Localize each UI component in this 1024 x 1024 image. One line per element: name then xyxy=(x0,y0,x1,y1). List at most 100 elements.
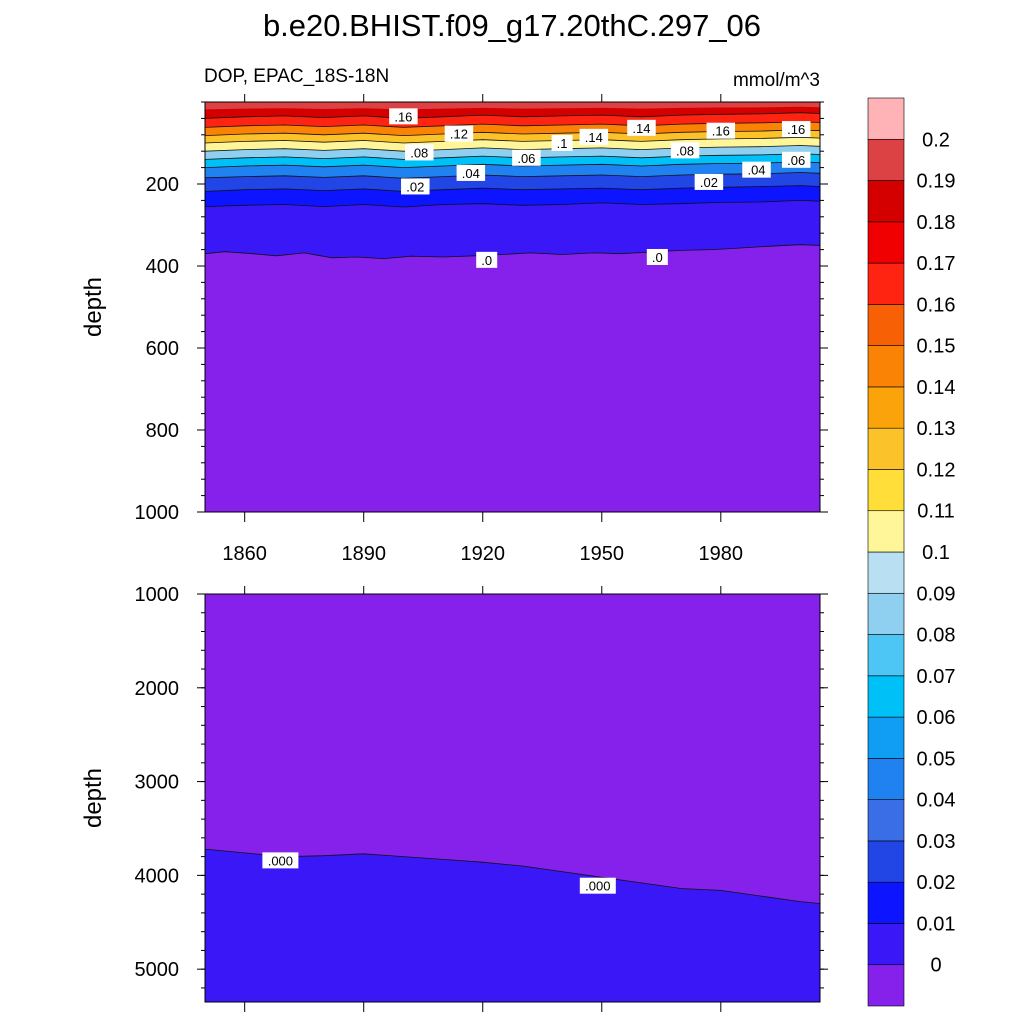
colorbar-label: 0.19 xyxy=(917,171,956,193)
y-tick-label: 4000 xyxy=(135,865,180,887)
colorbar-label: 0.2 xyxy=(922,129,950,151)
isoline-0 xyxy=(205,244,820,260)
contour-label: .04 xyxy=(456,164,486,181)
contour-label-text: .04 xyxy=(747,163,765,178)
colorbar-swatch xyxy=(867,592,905,635)
contour-label-text: .08 xyxy=(676,143,694,158)
colorbar-label: 0.07 xyxy=(917,666,956,688)
colorbar-label: 0.06 xyxy=(917,707,956,729)
contour-label: .08 xyxy=(405,144,434,161)
colorbar-swatch xyxy=(867,386,905,429)
y-tick-label: 800 xyxy=(146,420,179,442)
isoline-0.01 xyxy=(205,199,820,208)
y-tick-label: 400 xyxy=(146,256,179,278)
isoline-0 xyxy=(205,848,820,904)
fill-band-top xyxy=(205,102,820,110)
contour-label-text: .14 xyxy=(632,121,650,136)
colorbar-label: 0.17 xyxy=(917,253,956,275)
y-tick-label: 5000 xyxy=(135,959,180,981)
y-tick-label: 1000 xyxy=(135,584,180,606)
colorbar-label: 0.12 xyxy=(917,460,956,482)
contour-label: .02 xyxy=(401,178,430,195)
colorbar-label: 0.02 xyxy=(917,872,956,894)
colorbar-label: 0.05 xyxy=(917,748,956,770)
colorbar-label: 0.13 xyxy=(917,418,956,440)
contour-label-text: .16 xyxy=(712,124,730,139)
upper-depth-panel: .16 .12 .1 .14 .14 .16 .16 .08 .06 .08 .06 .04 .04 .0… xyxy=(80,94,828,565)
colorbar-swatch xyxy=(867,716,905,759)
colorbar-swatch xyxy=(867,427,905,470)
colorbar-swatch xyxy=(867,964,905,1007)
isoline-0.12 xyxy=(205,136,820,144)
contour-fills xyxy=(205,594,820,1002)
colorbar-swatch xyxy=(867,675,905,718)
isoline-0.02 xyxy=(205,185,820,192)
lower-depth-panel: .000 .000 1000 2000 3000 4000 5000 depth xyxy=(80,584,828,1012)
colorbar-swatch xyxy=(867,262,905,305)
contour-lines xyxy=(205,848,820,904)
isoline-0.18 xyxy=(205,112,820,119)
colorbar-swatch xyxy=(867,923,905,966)
y-tick-label: 1000 xyxy=(135,502,180,524)
colorbar-swatch xyxy=(867,840,905,883)
contour-label: .04 xyxy=(742,161,771,178)
contour-label: .000 xyxy=(262,852,299,869)
contour-label-text: .000 xyxy=(268,853,293,868)
colorbar-label: 0.15 xyxy=(917,336,956,358)
isoline-0.1 xyxy=(205,145,820,152)
left-subtitle: DOP, EPAC_18S-18N xyxy=(204,66,389,87)
x-tick-label: 1950 xyxy=(580,543,625,565)
colorbar-label: 0.03 xyxy=(917,831,956,853)
isoline-0.06 xyxy=(205,161,820,169)
contour-lines xyxy=(205,112,820,260)
colorbar-swatch xyxy=(867,97,905,140)
y-tick-label: 2000 xyxy=(135,678,180,700)
y-tick-label: 600 xyxy=(146,338,179,360)
contour-label-text: .06 xyxy=(517,151,535,166)
colorbar-swatch xyxy=(867,469,905,512)
colorbar-label: 0.14 xyxy=(917,377,956,399)
contour-label: .000 xyxy=(579,877,616,894)
colorbar-label: 0.08 xyxy=(917,625,956,647)
contour-label-text: .0 xyxy=(652,250,663,265)
contour-label: .0 xyxy=(646,248,668,265)
contour-label: .14 xyxy=(579,128,609,145)
contour-label-text: .0 xyxy=(481,253,492,268)
contour-label-text: .000 xyxy=(585,879,610,894)
colorbar-label: 0.16 xyxy=(917,294,956,316)
y-tick-label: 200 xyxy=(146,174,179,196)
colorbar-swatch xyxy=(867,758,905,800)
contour-label: .08 xyxy=(670,142,700,159)
contour-label: .16 xyxy=(781,121,811,138)
contour-label-text: .02 xyxy=(700,175,718,190)
contour-label-text: .06 xyxy=(787,153,805,168)
contour-label: .02 xyxy=(694,173,724,190)
colorbar-label: 0.18 xyxy=(917,212,956,234)
contour-label: .16 xyxy=(389,108,418,125)
plot-frame xyxy=(204,101,821,513)
colorbar: 0 0.01 0.02 0.03 0.04 0.05 0.06 0.07 0.08 0.09 0.1… xyxy=(867,97,956,1007)
y-axis-label: depth xyxy=(80,277,107,337)
colorbar-swatch xyxy=(867,304,905,346)
colorbar-swatch xyxy=(867,221,905,264)
y-tick-label: 3000 xyxy=(135,772,180,794)
x-tick-label: 1890 xyxy=(341,543,386,565)
contour-label: .0 xyxy=(476,251,498,268)
y-axis-label: depth xyxy=(80,768,107,828)
contour-label-text: .02 xyxy=(406,179,424,194)
contour-label: .06 xyxy=(512,149,541,166)
colorbar-swatch xyxy=(867,138,905,181)
chart-title: b.e20.BHIST.f09_g17.20thC.297_06 xyxy=(263,8,761,43)
fill-band-0 xyxy=(205,849,820,1002)
colorbar-swatch xyxy=(867,799,905,842)
x-tick-label: 1860 xyxy=(222,543,267,565)
contour-label-text: .1 xyxy=(557,136,568,151)
colorbar-swatch xyxy=(867,551,905,594)
colorbar-label: 0.1 xyxy=(922,542,950,564)
contour-label-text: .12 xyxy=(450,127,468,142)
colorbar-label: 0.11 xyxy=(917,501,954,523)
colorbar-swatch xyxy=(867,345,905,388)
colorbar-label: 0.04 xyxy=(917,790,956,812)
isoline-0.04 xyxy=(205,172,820,179)
